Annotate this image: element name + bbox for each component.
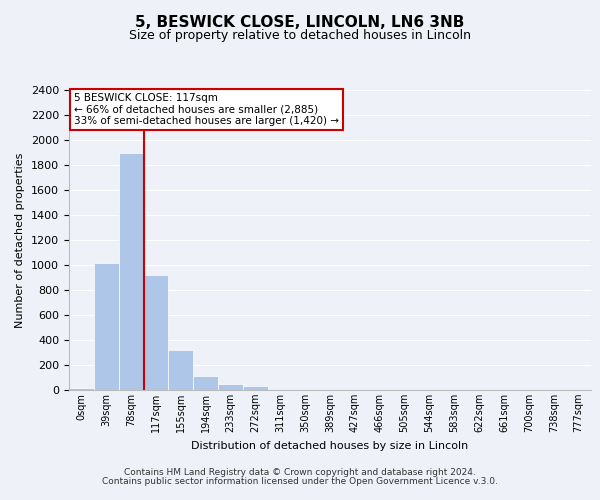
Y-axis label: Number of detached properties: Number of detached properties <box>16 152 25 328</box>
Text: Contains public sector information licensed under the Open Government Licence v.: Contains public sector information licen… <box>102 476 498 486</box>
Bar <box>119 152 143 390</box>
Text: Size of property relative to detached houses in Lincoln: Size of property relative to detached ho… <box>129 28 471 42</box>
Text: 5, BESWICK CLOSE, LINCOLN, LN6 3NB: 5, BESWICK CLOSE, LINCOLN, LN6 3NB <box>136 15 464 30</box>
Bar <box>193 376 218 390</box>
Bar <box>143 275 169 390</box>
Bar <box>243 386 268 390</box>
Bar <box>69 388 94 390</box>
Bar <box>94 262 119 390</box>
Text: 5 BESWICK CLOSE: 117sqm
← 66% of detached houses are smaller (2,885)
33% of semi: 5 BESWICK CLOSE: 117sqm ← 66% of detache… <box>74 93 339 126</box>
X-axis label: Distribution of detached houses by size in Lincoln: Distribution of detached houses by size … <box>191 440 469 450</box>
Bar <box>218 384 243 390</box>
Bar <box>169 350 193 390</box>
Text: Contains HM Land Registry data © Crown copyright and database right 2024.: Contains HM Land Registry data © Crown c… <box>124 468 476 477</box>
